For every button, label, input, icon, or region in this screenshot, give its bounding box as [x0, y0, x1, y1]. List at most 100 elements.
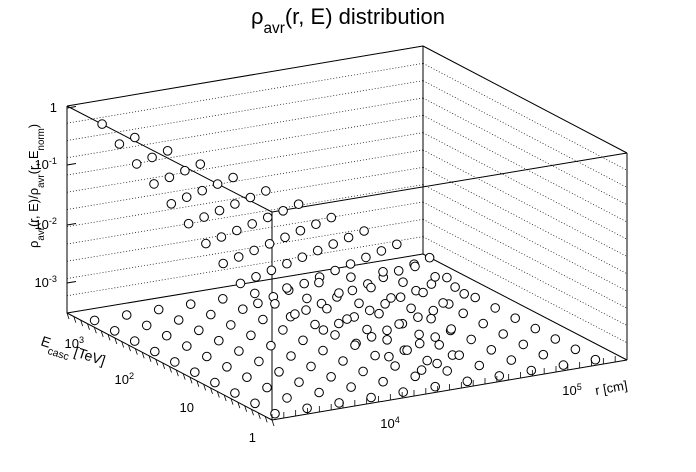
z-tick-label: 1 — [50, 100, 57, 115]
data-point-floor — [422, 355, 433, 366]
data-point — [326, 212, 337, 223]
data-point-floor — [498, 329, 509, 339]
data-point — [228, 172, 238, 183]
gridline-back-wall — [66, 218, 424, 279]
z-axis-label: ρavr(r, E)/ρavr(r, Enorm) — [26, 124, 47, 248]
data-point — [149, 179, 159, 189]
data-point-floor — [378, 267, 388, 277]
z-tick-label: 10-1 — [34, 156, 57, 172]
data-point — [164, 172, 175, 183]
data-point-floor — [310, 319, 320, 330]
data-point-floor — [410, 261, 420, 272]
data-point-floor — [161, 330, 172, 341]
data-point — [413, 312, 423, 323]
data-point-floor — [218, 294, 228, 304]
data-point — [395, 292, 406, 303]
data-point — [212, 179, 223, 189]
r-tick-label: 105 — [562, 382, 582, 398]
data-point-floor — [382, 335, 392, 345]
data-point-floor — [222, 362, 232, 372]
data-point — [366, 332, 377, 342]
data-point-floor — [346, 272, 356, 283]
data-point-floor — [518, 339, 529, 350]
data-point-floor — [446, 324, 457, 334]
data-point-floor — [414, 329, 424, 340]
data-point — [181, 192, 192, 202]
data-point-floor — [398, 387, 409, 397]
e-tick-label: 102 — [114, 371, 134, 387]
gridline-right-wall — [422, 97, 628, 206]
data-point — [114, 139, 125, 149]
data-point — [297, 252, 308, 263]
gridline-back-wall — [66, 80, 424, 141]
data-point-floor — [494, 371, 505, 381]
e-tick-mark — [264, 416, 268, 423]
data-point-floor — [250, 288, 260, 299]
gridline-right-wall — [422, 184, 628, 292]
gridline-back-wall — [66, 201, 424, 262]
data-point — [233, 252, 244, 262]
data-point-floor — [314, 277, 324, 288]
data-point — [261, 186, 271, 196]
e-tick-mark — [237, 402, 241, 409]
data-point-floor — [298, 335, 308, 346]
data-point-floor — [486, 345, 497, 355]
data-point — [364, 305, 375, 316]
e-tick-mark — [196, 380, 200, 387]
e-tick-label: 103 — [64, 335, 84, 351]
data-point — [180, 165, 190, 176]
data-point — [416, 365, 427, 375]
data-point-floor — [182, 341, 192, 351]
data-point — [414, 338, 425, 349]
data-point-floor — [202, 351, 212, 362]
e-tick-mark — [162, 362, 166, 370]
data-point-floor — [406, 303, 416, 314]
data-point-floor — [254, 356, 264, 367]
frame-top-front — [271, 152, 628, 213]
data-point-floor — [185, 299, 196, 310]
frame-top-left-diag — [66, 105, 273, 213]
gridline-back-wall — [66, 184, 424, 245]
data-point — [442, 272, 452, 283]
z-tick-mark — [66, 106, 77, 109]
data-point-floor — [394, 319, 404, 329]
gridline-right-wall — [422, 80, 628, 188]
data-point — [162, 146, 173, 156]
data-point-floor — [590, 354, 601, 365]
data-point-floor — [434, 340, 445, 350]
data-point-floor — [242, 372, 252, 383]
data-point — [430, 332, 441, 342]
data-point — [251, 272, 261, 282]
data-point-floor — [558, 360, 569, 370]
data-point — [282, 258, 292, 269]
chart-ticks: 1 10-1 10-2 10-3 1 10 102 103 104 105 — [34, 100, 628, 445]
data-point-floor — [226, 320, 236, 330]
data-point-floor — [270, 408, 280, 419]
e-tick-mark — [169, 366, 172, 373]
data-point-floor — [109, 326, 120, 336]
data-point — [393, 266, 404, 276]
data-point — [299, 278, 310, 289]
gridline-right-wall — [422, 236, 628, 344]
data-point-floor — [170, 357, 180, 367]
data-point — [147, 152, 157, 163]
e-tick-mark — [121, 341, 125, 348]
data-point — [166, 199, 177, 209]
e-tick-mark — [66, 312, 70, 320]
data-point-floor — [450, 282, 460, 292]
gridline-right-wall — [422, 201, 628, 309]
e-tick-mark — [93, 327, 97, 334]
z-tick-label: 10-3 — [34, 274, 57, 290]
data-point-floor — [378, 376, 388, 387]
data-point — [280, 232, 290, 243]
data-point-floor — [278, 325, 288, 335]
data-point — [318, 325, 329, 335]
data-point — [218, 258, 228, 269]
data-point-floor — [366, 282, 376, 293]
data-point — [97, 119, 107, 129]
data-point-floor — [490, 303, 501, 313]
data-point — [197, 185, 207, 196]
data-point-floor — [374, 308, 384, 319]
data-point-floor — [506, 355, 517, 365]
